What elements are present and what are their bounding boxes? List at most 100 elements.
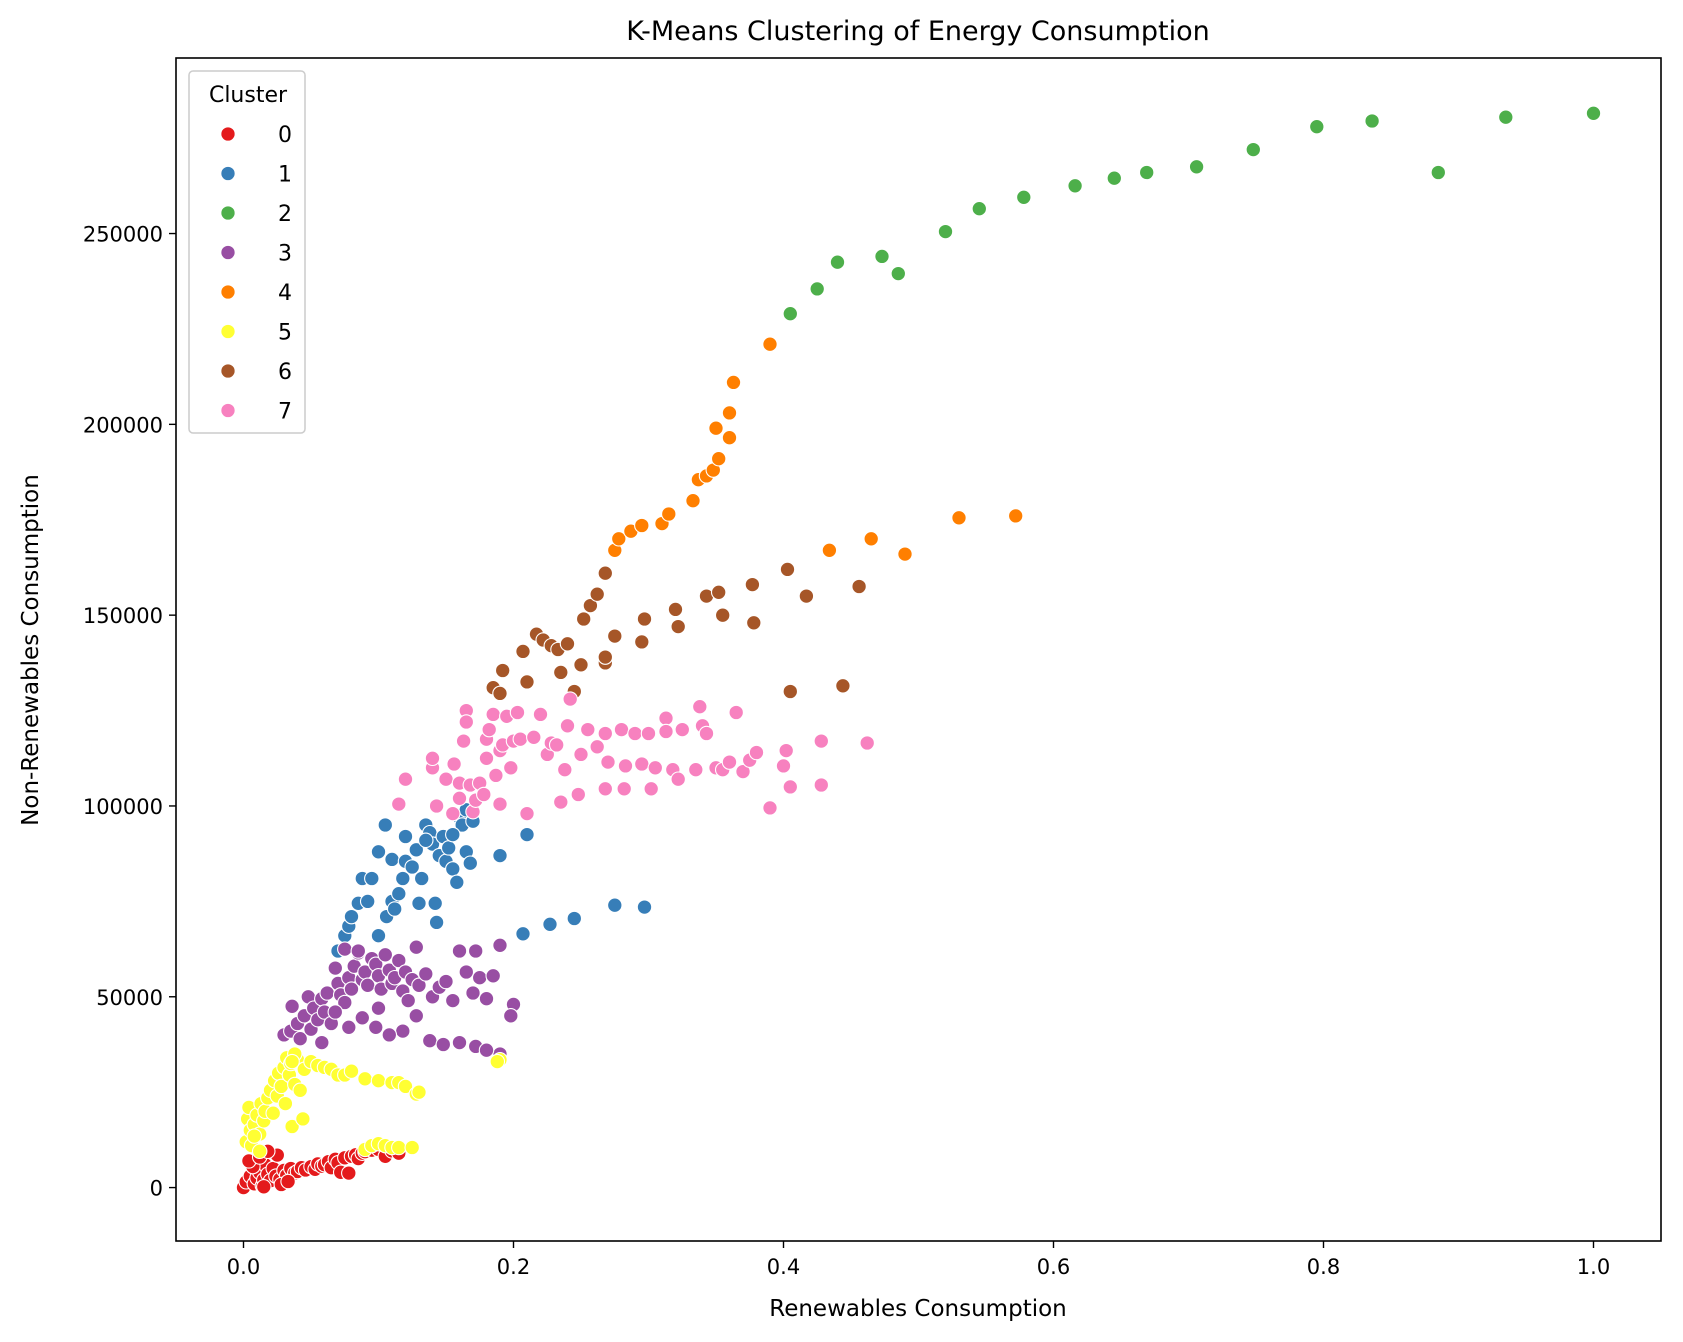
legend-box xyxy=(188,70,306,434)
data-point-cluster-7 xyxy=(658,723,674,740)
data-point-cluster-7 xyxy=(519,805,535,822)
data-point-cluster-7 xyxy=(728,704,744,721)
data-point-cluster-2 xyxy=(1364,113,1380,129)
data-point-cluster-6 xyxy=(607,628,623,644)
data-point-cluster-7 xyxy=(748,744,765,761)
legend-label-4: 4 xyxy=(278,281,292,306)
data-point-cluster-5 xyxy=(357,1071,373,1087)
data-point-cluster-3 xyxy=(327,960,344,976)
y-axis: 0 50000 100000 150000 200000 250000 xyxy=(83,223,176,1201)
y-tick-label: 200000 xyxy=(83,413,163,437)
data-point-cluster-7 xyxy=(485,706,501,723)
data-point-cluster-3 xyxy=(314,1034,330,1051)
data-point-cluster-2 xyxy=(874,248,890,265)
data-point-cluster-5 xyxy=(284,1118,300,1135)
data-point-cluster-1 xyxy=(427,895,443,912)
data-point-cluster-6 xyxy=(670,618,686,635)
data-point-cluster-1 xyxy=(445,826,461,843)
data-point-cluster-7 xyxy=(458,714,475,730)
data-point-cluster-3 xyxy=(400,992,416,1009)
data-point-cluster-7 xyxy=(478,750,495,767)
data-point-cluster-1 xyxy=(377,817,394,833)
data-point-cluster-7 xyxy=(647,760,664,776)
legend-items: 0 1 2 3 4 5 6 7 xyxy=(220,123,292,425)
data-point-cluster-6 xyxy=(573,657,589,673)
legend-title: Cluster xyxy=(209,83,288,108)
data-point-cluster-3 xyxy=(368,1019,384,1036)
data-point-cluster-5 xyxy=(246,1128,263,1144)
data-point-cluster-5 xyxy=(489,1053,506,1070)
data-point-cluster-3 xyxy=(458,964,475,980)
legend-label-0: 0 xyxy=(278,123,292,148)
data-point-cluster-6 xyxy=(515,643,531,660)
data-point-cluster-2 xyxy=(1106,170,1123,186)
data-point-cluster-6 xyxy=(667,601,684,618)
data-point-cluster-4 xyxy=(951,510,967,526)
data-point-cluster-7 xyxy=(446,756,462,772)
data-point-cluster-3 xyxy=(337,941,353,957)
data-point-cluster-7 xyxy=(775,758,792,774)
data-point-cluster-7 xyxy=(438,771,454,787)
data-point-cluster-7 xyxy=(782,779,799,795)
legend-label-5: 5 xyxy=(278,321,292,346)
legend-marker-2 xyxy=(220,205,236,221)
data-point-cluster-1 xyxy=(566,910,583,927)
data-point-cluster-6 xyxy=(494,662,511,679)
data-point-cluster-1 xyxy=(384,851,400,868)
data-point-cluster-3 xyxy=(350,943,367,959)
data-point-cluster-5 xyxy=(251,1143,268,1160)
data-point-cluster-4 xyxy=(611,531,627,547)
data-point-cluster-2 xyxy=(1016,189,1032,206)
data-point-cluster-4 xyxy=(1007,508,1024,524)
data-point-cluster-7 xyxy=(674,721,691,738)
data-point-cluster-2 xyxy=(971,200,988,217)
data-point-cluster-1 xyxy=(395,870,411,887)
x-tick-label: 0.6 xyxy=(1037,1255,1070,1279)
legend-marker-7 xyxy=(220,402,236,419)
legend-label-3: 3 xyxy=(278,242,292,267)
data-point-cluster-6 xyxy=(582,597,599,614)
data-point-cluster-3 xyxy=(503,1008,519,1024)
data-point-cluster-1 xyxy=(440,840,457,856)
data-point-cluster-5 xyxy=(277,1095,294,1112)
data-point-cluster-6 xyxy=(636,611,653,627)
data-point-cluster-0 xyxy=(341,1165,357,1181)
data-point-cluster-1 xyxy=(449,874,465,891)
data-point-cluster-2 xyxy=(1067,178,1083,194)
data-point-cluster-4 xyxy=(708,420,724,436)
data-point-cluster-7 xyxy=(570,786,587,803)
data-point-cluster-6 xyxy=(710,584,727,601)
data-point-cluster-6 xyxy=(597,649,614,665)
data-point-cluster-4 xyxy=(710,450,727,467)
data-point-cluster-2 xyxy=(1138,164,1155,181)
data-point-cluster-2 xyxy=(809,281,825,297)
data-point-cluster-7 xyxy=(512,731,529,747)
data-point-cluster-2 xyxy=(1585,105,1602,122)
data-point-cluster-3 xyxy=(478,990,495,1007)
legend-marker-6 xyxy=(220,363,236,379)
data-point-cluster-3 xyxy=(408,939,425,955)
data-point-cluster-3 xyxy=(408,1008,425,1024)
data-point-cluster-1 xyxy=(364,870,380,887)
data-point-cluster-7 xyxy=(617,758,634,774)
data-point-cluster-7 xyxy=(509,704,526,721)
data-point-cluster-3 xyxy=(381,1027,398,1043)
data-point-cluster-3 xyxy=(377,947,394,963)
legend-label-2: 2 xyxy=(278,202,292,227)
data-point-cluster-3 xyxy=(438,973,454,990)
x-tick-label: 0.2 xyxy=(497,1255,530,1279)
data-point-cluster-7 xyxy=(428,798,445,814)
data-point-cluster-3 xyxy=(391,952,407,969)
data-point-cluster-5 xyxy=(404,1139,420,1156)
data-point-cluster-2 xyxy=(1245,141,1262,158)
data-point-cluster-3 xyxy=(451,1034,468,1051)
y-axis-label: Non-Renewables Consumption xyxy=(18,474,44,826)
data-point-cluster-1 xyxy=(515,926,531,942)
data-point-cluster-7 xyxy=(597,781,614,797)
data-point-cluster-6 xyxy=(597,565,614,581)
data-point-cluster-7 xyxy=(613,721,630,738)
data-point-cluster-1 xyxy=(413,870,430,887)
data-point-cluster-5 xyxy=(343,1063,360,1079)
data-point-cluster-7 xyxy=(778,742,794,759)
